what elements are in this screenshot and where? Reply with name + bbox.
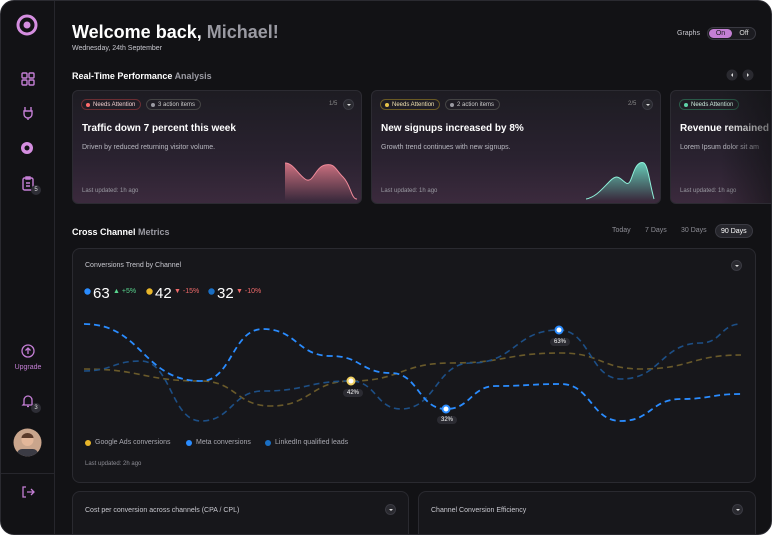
alerts-badge: 3 [31, 403, 41, 413]
stat-change: ▼ -10% [236, 288, 262, 295]
cpa-panel [72, 491, 409, 534]
point-label: 63% [550, 338, 571, 346]
card-updated: Last updated: 1h ago [680, 188, 737, 194]
card-menu[interactable] [343, 99, 354, 110]
fade [721, 91, 771, 203]
trend-line [83, 323, 742, 422]
graphs-toggle[interactable]: On Off [707, 27, 756, 40]
actions-text: 2 action items [457, 102, 495, 108]
insight-card[interactable]: Needs Attention Revenue remained a Lorem… [670, 90, 771, 204]
section-title: Cross Channel Metrics [72, 227, 170, 237]
sparkline [285, 162, 358, 201]
stat-change: ▼ -15% [174, 288, 200, 295]
avatar[interactable] [13, 428, 42, 457]
highlight-point [554, 325, 564, 335]
card-menu[interactable] [642, 99, 653, 110]
actions-text: 3 action items [158, 102, 196, 108]
carousel-arrows[interactable] [726, 69, 756, 81]
efficiency-panel [418, 491, 756, 534]
pager: 2/5 [628, 101, 637, 107]
status-pill: Needs Attention [81, 99, 142, 110]
welcome: Welcome back, Michael! [72, 22, 279, 43]
status-text: Needs Attention [93, 102, 136, 108]
actions-pill: 3 action items [146, 99, 202, 110]
range-tab[interactable]: Today [612, 227, 631, 234]
legend-item: Meta conversions [186, 439, 251, 446]
trend-line [83, 323, 742, 422]
efficiency-menu[interactable] [732, 504, 743, 515]
pager: 1/5 [329, 101, 338, 107]
change-text: -10% [244, 288, 262, 295]
stat-value: 32 [217, 285, 234, 302]
card-updated: Last updated: 1h ago [82, 188, 139, 194]
highlight-point [441, 404, 451, 414]
separator [1, 473, 55, 474]
nav-integrations[interactable] [20, 105, 36, 121]
cpa-menu[interactable] [385, 504, 396, 515]
sidebar: 5 Upgrade 3 [1, 1, 55, 534]
trend-menu[interactable] [731, 260, 742, 271]
graphs-label: Graphs [677, 30, 700, 37]
sparkline [586, 161, 655, 201]
title-muted: Metrics [138, 227, 170, 237]
trend-title: Conversions Trend by Channel [85, 262, 182, 269]
trend-line [83, 352, 742, 407]
logout[interactable] [20, 484, 36, 500]
status-text: Needs Attention [392, 102, 435, 108]
insight-card[interactable]: Needs Attention 2 action items 2/5 New s… [371, 90, 661, 204]
point-label: 32% [437, 416, 458, 424]
efficiency-title: Channel Conversion Efficiency [431, 507, 527, 514]
point-label: 42% [343, 389, 364, 397]
upgrade-icon[interactable] [20, 343, 36, 359]
title-main: Cross Channel [72, 227, 136, 237]
stat-dot [146, 288, 153, 295]
section-title: Real-Time Performance Analysis [72, 71, 212, 81]
card-description: Lorem Ipsum dolor sit am [680, 144, 759, 151]
stat-dot [208, 288, 215, 295]
title-main: Real-Time Performance [72, 71, 173, 81]
range-tab[interactable]: 7 Days [645, 227, 667, 234]
actions-pill: 2 action items [445, 99, 501, 110]
nav-settings[interactable] [19, 140, 35, 156]
nav-tasks[interactable] [20, 175, 36, 191]
change-text: -15% [182, 288, 200, 295]
stat-dot [84, 288, 91, 295]
trend-updated: Last updated: 2h ago [85, 461, 142, 467]
date: Wednesday, 24th September [72, 45, 163, 52]
stat-value: 42 [155, 285, 172, 302]
stat-change: ▲ +5% [113, 288, 137, 295]
logo [16, 14, 38, 36]
tasks-badge: 5 [31, 185, 41, 195]
status-text: Needs Attention [691, 102, 734, 108]
insight-card[interactable]: Needs Attention 3 action items 1/5 Traff… [72, 90, 362, 204]
toggle-on[interactable]: On [709, 29, 732, 38]
status-pill: Needs Attention [380, 99, 441, 110]
toggle-off[interactable]: Off [739, 30, 749, 37]
change-text: +5% [121, 288, 137, 295]
cpa-title: Cost per conversion across channels (CPA… [85, 507, 240, 514]
upgrade-label[interactable]: Upgrade [14, 364, 42, 371]
nav-dashboard[interactable] [20, 71, 36, 87]
card-updated: Last updated: 1h ago [381, 188, 438, 194]
card-title: New signups increased by 8% [381, 123, 524, 134]
legend-item: LinkedIn qualified leads [265, 439, 348, 446]
greeting: Welcome back, [72, 22, 202, 42]
card-description: Growth trend continues with new signups. [381, 144, 511, 151]
title-muted: Analysis [174, 71, 212, 81]
card-description: Driven by reduced returning visitor volu… [82, 144, 216, 151]
card-title: Traffic down 7 percent this week [82, 123, 236, 134]
user-name: Michael! [206, 22, 279, 42]
range-tab-selected[interactable]: 90 Days [715, 224, 753, 238]
stat-value: 63 [93, 285, 110, 302]
legend-item: Google Ads conversions [85, 439, 171, 446]
highlight-point [346, 376, 356, 386]
range-tab[interactable]: 30 Days [681, 227, 707, 234]
